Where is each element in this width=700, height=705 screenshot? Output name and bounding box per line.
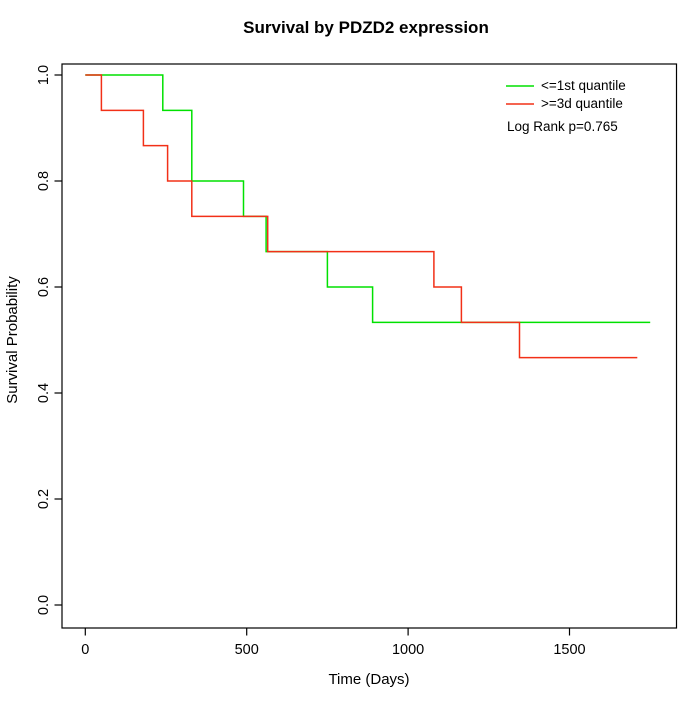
- series-curve-0: [85, 74, 651, 324]
- x-tick-label: 1500: [553, 642, 585, 658]
- y-tick-label: 0.8: [36, 171, 52, 191]
- y-tick-label: 0.6: [36, 277, 52, 297]
- logrank-annotation: Log Rank p=0.765: [507, 119, 618, 134]
- y-axis-label: Survival Probability: [4, 276, 21, 404]
- plot-title: Survival by PDZD2 expression: [243, 18, 489, 37]
- y-tick-label: 0.2: [36, 489, 52, 509]
- y-tick-label: 0.0: [36, 595, 52, 615]
- x-axis-label: Time (Days): [328, 671, 409, 688]
- legend-label-first-quantile: <=1st quantile: [541, 78, 626, 93]
- plot-box: [61, 63, 678, 629]
- x-tick-label: 0: [81, 642, 89, 658]
- y-tick-label: 0.4: [36, 383, 52, 403]
- x-tick-label: 500: [235, 642, 259, 658]
- legend-label-third-quantile: >=3d quantile: [541, 96, 623, 111]
- series-curve-1: [85, 74, 638, 359]
- plot-generated-content: 0 500 1000 1500 0.0 0.2 0.4 0.6 0.8 1.0: [36, 63, 678, 658]
- x-tick-label: 1000: [392, 642, 424, 658]
- y-tick-label: 1.0: [36, 65, 52, 85]
